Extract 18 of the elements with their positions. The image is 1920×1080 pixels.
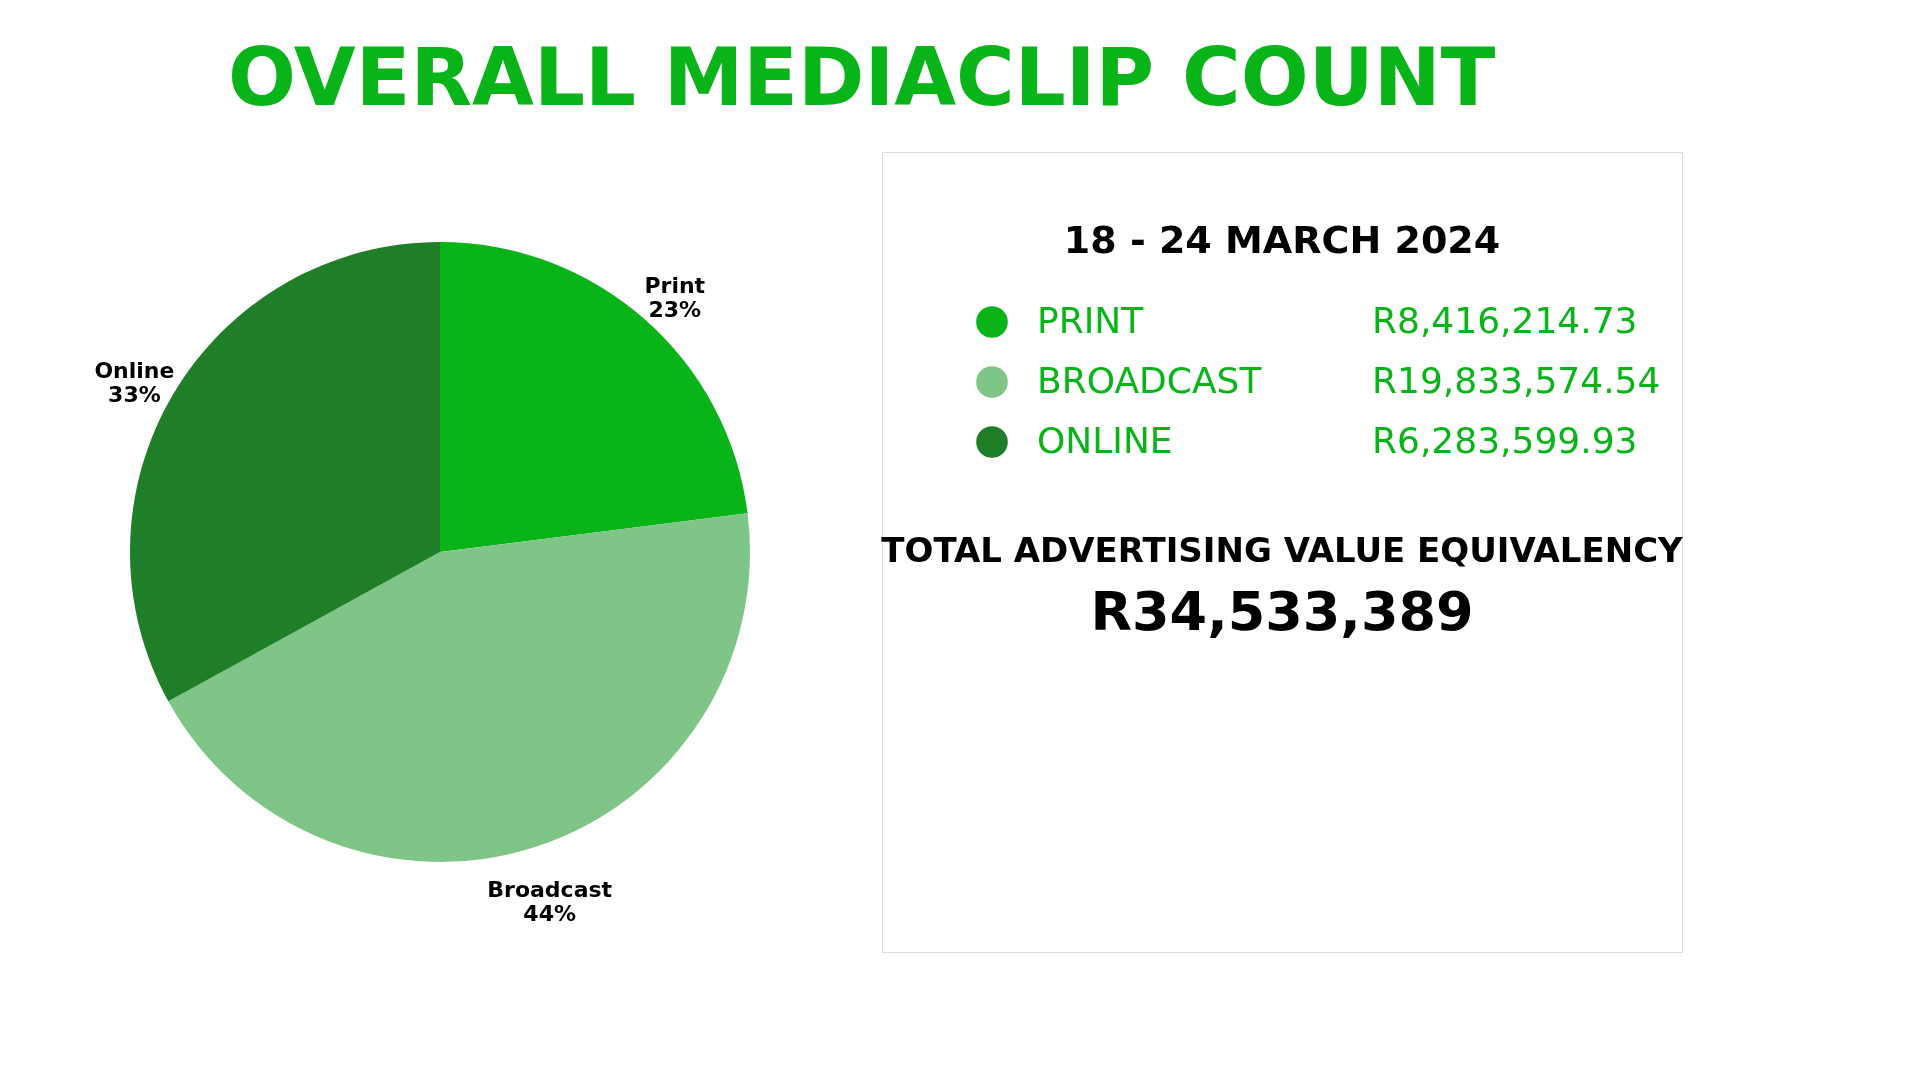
pie-slice bbox=[440, 242, 748, 552]
chart-title: OVERALL MEDIACLIP COUNT bbox=[227, 30, 1496, 124]
data-label: R8,416,214.73 bbox=[1372, 300, 1638, 341]
data-label: R6,283,599.93 bbox=[1372, 420, 1638, 461]
slice-label: Online bbox=[94, 358, 175, 384]
category-label: BROADCAST bbox=[1037, 360, 1263, 401]
text: TOTAL ADVERTISING VALUE EQUIVALENCY bbox=[881, 530, 1684, 570]
data-label: R19,833,574.54 bbox=[1372, 360, 1661, 401]
category-label: PRINT bbox=[1037, 300, 1145, 341]
data-label: 44% bbox=[523, 900, 577, 926]
text: 18 - 24 MARCH 2024 bbox=[1063, 218, 1501, 262]
text: R34,533,389 bbox=[1090, 580, 1474, 643]
slice-label: Broadcast bbox=[487, 876, 613, 902]
category-label: ONLINE bbox=[1037, 420, 1173, 461]
data-label: 23% bbox=[648, 296, 702, 322]
pie-slice bbox=[168, 513, 750, 862]
data-label: 33% bbox=[108, 382, 161, 408]
slice-label: Print bbox=[644, 272, 706, 298]
